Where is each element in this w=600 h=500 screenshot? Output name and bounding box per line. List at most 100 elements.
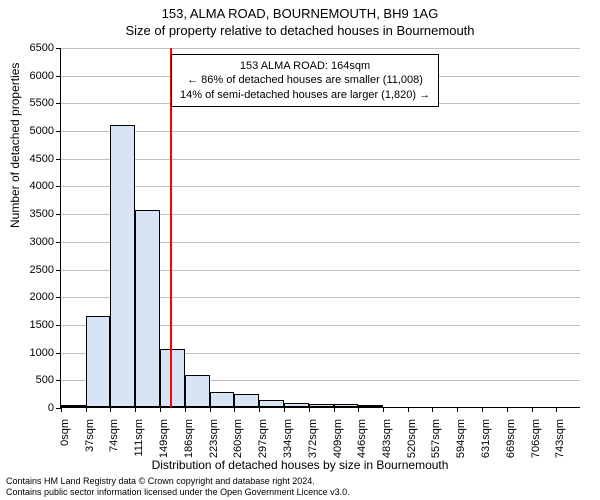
footer-line1: Contains HM Land Registry data © Crown c… <box>6 476 350 487</box>
xtick-label: 446sqm <box>356 419 368 458</box>
xtick-mark <box>383 407 384 412</box>
xtick-label: 520sqm <box>406 419 418 458</box>
ytick-label: 2500 <box>4 264 54 276</box>
ytick-mark <box>56 297 61 298</box>
ytick-label: 0 <box>4 402 54 414</box>
xtick-mark <box>185 407 186 412</box>
xtick-label: 372sqm <box>307 419 319 458</box>
ytick-label: 3000 <box>4 236 54 248</box>
xtick-mark <box>457 407 458 412</box>
xtick-mark <box>284 407 285 412</box>
xtick-mark <box>432 407 433 412</box>
chart-title-line2: Size of property relative to detached ho… <box>0 21 600 38</box>
histogram-bar <box>86 316 111 407</box>
xtick-mark <box>556 407 557 412</box>
y-axis-label: Number of detached properties <box>8 63 22 228</box>
xtick-label: 409sqm <box>332 419 344 458</box>
xtick-label: 297sqm <box>257 419 269 458</box>
histogram-bar <box>284 403 309 407</box>
xtick-label: 74sqm <box>108 419 120 452</box>
chart-container: 153, ALMA ROAD, BOURNEMOUTH, BH9 1AG Siz… <box>0 0 600 500</box>
ytick-label: 6000 <box>4 70 54 82</box>
info-box: 153 ALMA ROAD: 164sqm← 86% of detached h… <box>171 54 439 107</box>
ytick-mark <box>56 242 61 243</box>
xtick-mark <box>210 407 211 412</box>
ytick-label: 1500 <box>4 319 54 331</box>
xtick-mark <box>135 407 136 412</box>
gridline <box>61 131 580 132</box>
histogram-bar <box>234 394 259 407</box>
plot-inner: 0sqm37sqm74sqm111sqm149sqm186sqm223sqm26… <box>60 48 580 408</box>
histogram-bar <box>185 375 210 407</box>
histogram-bar <box>309 404 334 407</box>
ytick-mark <box>56 270 61 271</box>
gridline <box>61 48 580 49</box>
ytick-label: 5500 <box>4 97 54 109</box>
plot-area: 0sqm37sqm74sqm111sqm149sqm186sqm223sqm26… <box>60 48 580 408</box>
footer-line2: Contains public sector information licen… <box>6 487 350 498</box>
histogram-bar <box>210 392 235 408</box>
xtick-mark <box>110 407 111 412</box>
xtick-mark <box>86 407 87 412</box>
ytick-mark <box>56 325 61 326</box>
ytick-mark <box>56 186 61 187</box>
xtick-mark <box>408 407 409 412</box>
ytick-mark <box>56 214 61 215</box>
xtick-mark <box>234 407 235 412</box>
ytick-label: 4500 <box>4 153 54 165</box>
gridline <box>61 186 580 187</box>
histogram-bar <box>259 400 284 407</box>
xtick-mark <box>532 407 533 412</box>
histogram-bar <box>135 210 160 407</box>
x-axis-label: Distribution of detached houses by size … <box>0 458 600 472</box>
ytick-label: 500 <box>4 374 54 386</box>
histogram-bar <box>334 404 359 407</box>
xtick-mark <box>507 407 508 412</box>
info-box-line3: 14% of semi-detached houses are larger (… <box>180 88 430 102</box>
ytick-mark <box>56 48 61 49</box>
ytick-label: 2000 <box>4 291 54 303</box>
xtick-label: 594sqm <box>455 419 467 458</box>
xtick-label: 260sqm <box>232 419 244 458</box>
chart-title-line1: 153, ALMA ROAD, BOURNEMOUTH, BH9 1AG <box>0 0 600 21</box>
xtick-mark <box>358 407 359 412</box>
ytick-label: 4000 <box>4 180 54 192</box>
xtick-label: 37sqm <box>84 419 96 452</box>
ytick-label: 1000 <box>4 347 54 359</box>
xtick-mark <box>259 407 260 412</box>
xtick-mark <box>61 407 62 412</box>
ytick-mark <box>56 353 61 354</box>
xtick-label: 557sqm <box>430 419 442 458</box>
info-box-line1: 153 ALMA ROAD: 164sqm <box>180 59 430 73</box>
xtick-label: 0sqm <box>59 419 71 446</box>
xtick-label: 186sqm <box>183 419 195 458</box>
xtick-label: 743sqm <box>554 419 566 458</box>
xtick-label: 669sqm <box>505 419 517 458</box>
xtick-label: 631sqm <box>480 419 492 458</box>
ytick-mark <box>56 103 61 104</box>
histogram-bar <box>160 349 185 407</box>
histogram-bar <box>358 405 383 407</box>
xtick-label: 706sqm <box>530 419 542 458</box>
xtick-mark <box>309 407 310 412</box>
histogram-bar <box>61 405 86 407</box>
xtick-label: 334sqm <box>282 419 294 458</box>
xtick-mark <box>334 407 335 412</box>
ytick-mark <box>56 159 61 160</box>
ytick-mark <box>56 380 61 381</box>
ytick-label: 3500 <box>4 208 54 220</box>
xtick-label: 223sqm <box>208 419 220 458</box>
info-box-line2: ← 86% of detached houses are smaller (11… <box>180 73 430 87</box>
xtick-label: 111sqm <box>133 419 145 457</box>
ytick-mark <box>56 131 61 132</box>
xtick-mark <box>160 407 161 412</box>
xtick-mark <box>482 407 483 412</box>
ytick-label: 6500 <box>4 42 54 54</box>
histogram-bar <box>110 125 135 407</box>
ytick-label: 5000 <box>4 125 54 137</box>
xtick-label: 483sqm <box>381 419 393 458</box>
gridline <box>61 159 580 160</box>
footer-attribution: Contains HM Land Registry data © Crown c… <box>6 476 350 498</box>
xtick-label: 149sqm <box>158 419 170 458</box>
ytick-mark <box>56 76 61 77</box>
